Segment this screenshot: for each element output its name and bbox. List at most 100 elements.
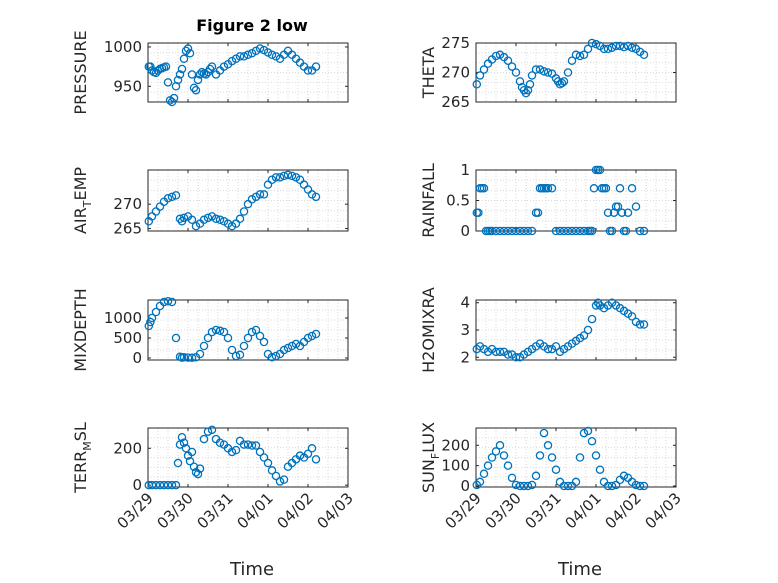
y-axis-label: PRESSURE [71, 30, 90, 114]
subplot-terr-msl: 0 200 TERRMSL 03/2903/3003/3104/0104/0204/0… [71, 422, 357, 580]
data-point [151, 307, 161, 317]
data-point [259, 453, 269, 462]
data-point [275, 173, 285, 182]
y-axis-label: H2OMIXRA [419, 287, 438, 373]
data-point [187, 353, 197, 363]
data-point [179, 213, 189, 223]
data-point [543, 441, 553, 450]
y-tick-label: 270 [441, 64, 470, 82]
data-point [311, 62, 321, 71]
data-point [563, 68, 573, 77]
subplot-sun-flux: 0 100 200SUNFLUX03/2903/3003/3104/0104/020… [419, 422, 685, 580]
data-point [189, 462, 199, 471]
data-point [475, 477, 485, 487]
data-point [279, 171, 289, 181]
data-point [247, 441, 257, 450]
data-point [563, 481, 573, 491]
y-tick-label: 265 [113, 220, 142, 238]
data-point [163, 78, 173, 87]
data-point [239, 341, 249, 351]
data-point [215, 326, 225, 336]
data-point [531, 471, 541, 481]
data-point [535, 451, 545, 460]
data-point [607, 43, 617, 52]
data-point [491, 447, 501, 456]
data-point [587, 436, 597, 446]
data-point [543, 68, 553, 77]
data-point [173, 458, 183, 468]
data-point [195, 349, 205, 359]
data-point [583, 44, 593, 54]
data-point [193, 469, 203, 479]
data-point [515, 77, 525, 86]
data-point [479, 65, 489, 74]
data-point [495, 347, 505, 357]
data-point [539, 67, 549, 76]
subplot-h2omixra: 2 3 4 H2OMIXRA [419, 287, 677, 373]
data-point [227, 447, 237, 457]
data-point [199, 215, 209, 225]
x-tick-label: 04/03 [642, 489, 685, 532]
data-point [195, 464, 205, 473]
x-tick-label: 03/31 [194, 489, 237, 532]
axes-box [147, 169, 349, 232]
data-point [515, 226, 525, 236]
subplot-pressure: 950 1000 PRESSURE [71, 30, 349, 115]
data-point [639, 226, 649, 236]
data-point [303, 66, 313, 75]
data-point [207, 62, 217, 71]
data-point [511, 68, 521, 77]
data-point [307, 331, 317, 341]
data-point [571, 50, 581, 60]
data-point [193, 75, 203, 85]
data-point [195, 70, 205, 79]
data-point [525, 80, 535, 89]
data-point [211, 214, 221, 224]
y-tick-label: 950 [113, 77, 142, 95]
data-point [303, 185, 313, 194]
data-point [187, 447, 197, 457]
data-point [283, 170, 293, 180]
data-point [615, 41, 625, 51]
data-point [479, 469, 489, 479]
data-point [527, 480, 537, 490]
data-point [155, 202, 165, 211]
data-point [175, 214, 185, 224]
y-tick-label: 200 [441, 436, 470, 454]
data-point [601, 184, 611, 193]
data-point [201, 70, 211, 79]
y-tick-label: 275 [441, 34, 470, 52]
data-point [291, 339, 301, 349]
data-point [203, 333, 213, 343]
data-point [163, 480, 173, 490]
data-point [507, 226, 517, 236]
data-point [235, 350, 245, 360]
data-point [187, 215, 197, 225]
data-point [271, 173, 281, 182]
data-point [607, 481, 617, 491]
data-point [183, 44, 193, 53]
data-point [491, 347, 501, 357]
data-point [543, 184, 553, 193]
data-point [515, 481, 525, 491]
data-point [583, 426, 593, 436]
data-point [559, 77, 569, 86]
data-point [303, 449, 313, 459]
data-point [635, 320, 645, 329]
data-point [255, 44, 265, 53]
data-point [279, 345, 289, 355]
data-point [507, 62, 517, 71]
data-point [547, 453, 557, 462]
y-tick-label: 3 [460, 321, 470, 339]
data-point [639, 50, 649, 60]
data-point [559, 226, 569, 236]
x-tick-label: 04/02 [274, 489, 317, 532]
data-point [571, 477, 581, 487]
data-point [563, 226, 573, 236]
data-point [169, 93, 179, 103]
x-axis-label: Time [557, 559, 602, 580]
y-tick-label: 100 [441, 457, 470, 475]
data-point [611, 480, 621, 490]
data-point [307, 444, 317, 453]
